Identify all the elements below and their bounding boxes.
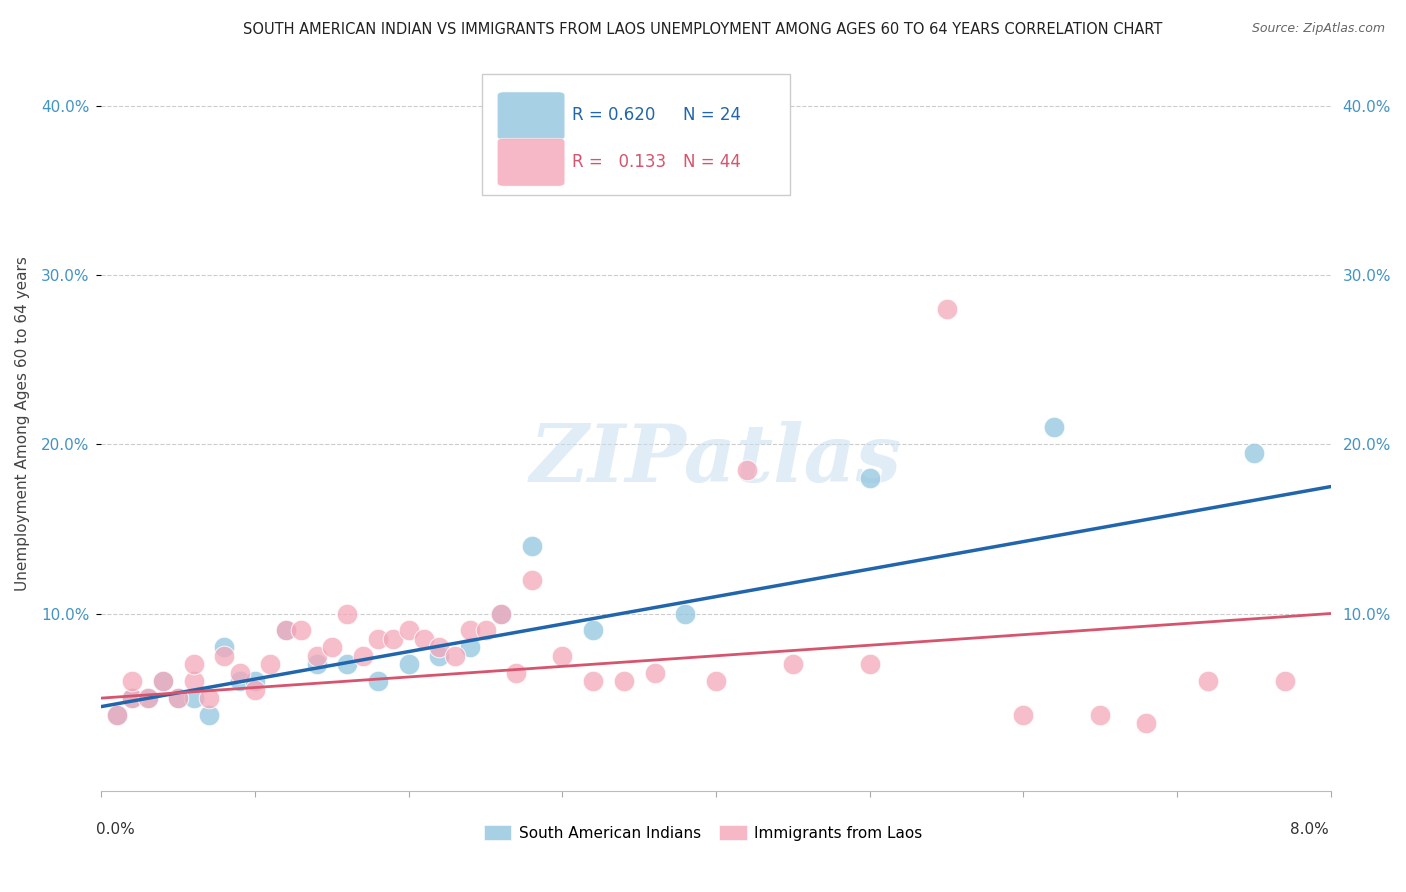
Point: [105, 708, 128, 723]
Point: [243, 682, 266, 697]
Point: [429, 648, 451, 663]
Point: [551, 648, 574, 663]
Text: R =   0.133: R = 0.133: [572, 153, 666, 171]
Point: [243, 674, 266, 689]
Point: [1012, 708, 1035, 723]
Point: [1274, 674, 1296, 689]
Point: [458, 640, 481, 655]
Point: [859, 657, 882, 672]
Point: [121, 674, 143, 689]
Point: [1135, 716, 1157, 731]
Text: Source: ZipAtlas.com: Source: ZipAtlas.com: [1251, 22, 1385, 36]
Point: [489, 607, 512, 621]
Point: [305, 657, 328, 672]
Point: [352, 648, 374, 663]
Point: [382, 632, 405, 646]
Point: [274, 624, 297, 638]
Point: [105, 708, 128, 723]
Point: [183, 691, 205, 706]
Point: [474, 624, 496, 638]
Point: [613, 674, 636, 689]
Point: [214, 640, 236, 655]
Point: [214, 648, 236, 663]
Point: [336, 657, 359, 672]
Legend: South American Indians, Immigrants from Laos: South American Indians, Immigrants from …: [478, 819, 928, 847]
Point: [136, 691, 159, 706]
Point: [1243, 446, 1265, 460]
Point: [520, 573, 543, 587]
Point: [1090, 708, 1112, 723]
Point: [398, 624, 420, 638]
Point: [735, 463, 758, 477]
Point: [336, 607, 359, 621]
Point: [443, 648, 465, 663]
Point: [582, 674, 605, 689]
Text: N = 24: N = 24: [683, 106, 741, 125]
Point: [704, 674, 727, 689]
Point: [458, 624, 481, 638]
Point: [121, 691, 143, 706]
Point: [398, 657, 420, 672]
Point: [673, 607, 696, 621]
Point: [259, 657, 281, 672]
Point: [859, 471, 882, 485]
Point: [582, 624, 605, 638]
Text: 0.0%: 0.0%: [96, 822, 135, 837]
Text: N = 44: N = 44: [683, 153, 741, 171]
Point: [1197, 674, 1219, 689]
Point: [228, 674, 250, 689]
Point: [305, 648, 328, 663]
Point: [183, 674, 205, 689]
FancyBboxPatch shape: [482, 73, 790, 195]
Y-axis label: Unemployment Among Ages 60 to 64 years: Unemployment Among Ages 60 to 64 years: [15, 256, 30, 591]
Point: [198, 691, 221, 706]
Text: 8.0%: 8.0%: [1289, 822, 1329, 837]
FancyBboxPatch shape: [498, 138, 565, 186]
Point: [198, 708, 221, 723]
Point: [367, 632, 389, 646]
Text: SOUTH AMERICAN INDIAN VS IMMIGRANTS FROM LAOS UNEMPLOYMENT AMONG AGES 60 TO 64 Y: SOUTH AMERICAN INDIAN VS IMMIGRANTS FROM…: [243, 22, 1163, 37]
Point: [505, 665, 527, 680]
Point: [167, 691, 190, 706]
Point: [429, 640, 451, 655]
FancyBboxPatch shape: [498, 92, 565, 140]
Point: [152, 674, 174, 689]
Point: [152, 674, 174, 689]
Point: [136, 691, 159, 706]
Point: [413, 632, 436, 646]
Point: [167, 691, 190, 706]
Point: [935, 301, 957, 316]
Point: [228, 665, 250, 680]
Point: [321, 640, 343, 655]
Point: [367, 674, 389, 689]
Point: [183, 657, 205, 672]
Text: ZIPatlas: ZIPatlas: [530, 421, 903, 499]
Text: R = 0.620: R = 0.620: [572, 106, 655, 125]
Point: [782, 657, 804, 672]
Point: [121, 691, 143, 706]
Point: [274, 624, 297, 638]
Point: [489, 607, 512, 621]
Point: [290, 624, 312, 638]
Point: [1043, 420, 1066, 434]
Point: [520, 539, 543, 553]
Point: [644, 665, 666, 680]
